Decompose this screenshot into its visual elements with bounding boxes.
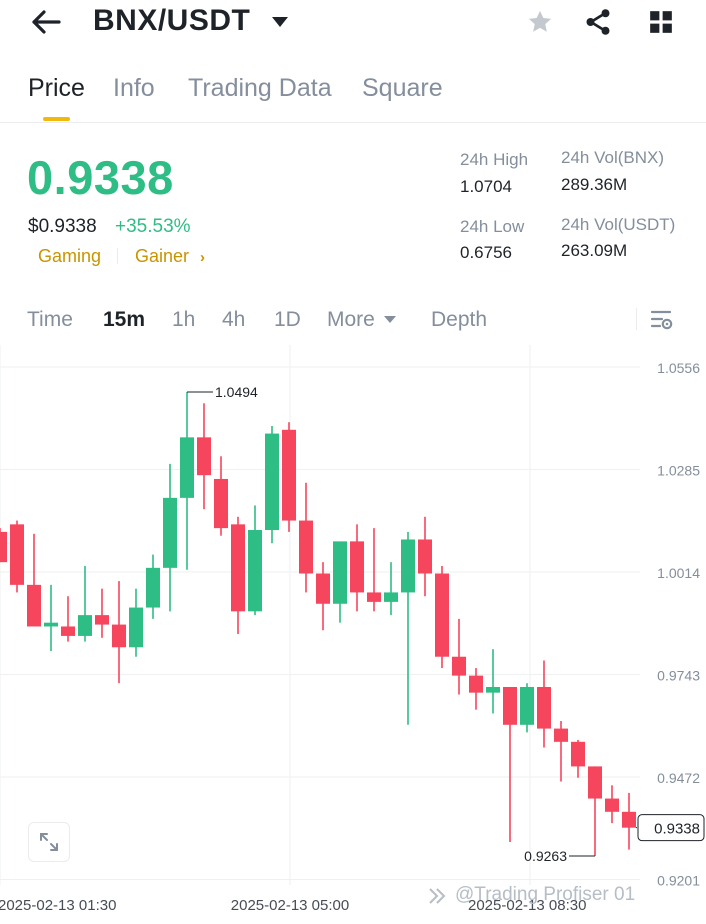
interval-more[interactable]: More [327, 308, 375, 331]
candle-body [129, 607, 143, 648]
tab-square[interactable]: Square [362, 74, 443, 102]
candle-body [27, 584, 41, 627]
high-label: 24h High [460, 150, 529, 169]
interval-1d[interactable]: 1D [274, 308, 301, 331]
vol-quote-label: 24h Vol(USDT) [561, 215, 676, 234]
candle-body [520, 686, 534, 725]
candle-body [180, 437, 194, 498]
low-value: 0.6756 [460, 243, 512, 262]
candle-body [333, 541, 347, 604]
y-tick-label: 0.9743 [657, 668, 700, 684]
chart-settings-icon[interactable] [648, 306, 676, 334]
interval-time[interactable]: Time [27, 308, 73, 331]
candle-body [112, 624, 126, 648]
vol-base-label: 24h Vol(BNX) [561, 148, 664, 167]
usd-price: $0.9338 [28, 216, 97, 237]
vol-base-value: 289.36M [561, 175, 628, 194]
interval-separator [636, 308, 637, 330]
candle-body [61, 626, 75, 636]
low-marker-label: 0.9263 [524, 848, 567, 864]
candle-body [231, 524, 245, 612]
candle-body [384, 592, 398, 602]
star-icon[interactable] [523, 6, 557, 38]
candle-body [452, 656, 466, 676]
expand-icon[interactable] [28, 822, 70, 862]
high-marker-label: 1.0494 [215, 384, 258, 400]
candle-body [78, 615, 92, 636]
candle-body [605, 798, 619, 812]
tag-gainer[interactable]: Gainer [135, 246, 190, 266]
y-tick-label: 1.0556 [657, 360, 700, 376]
chart-svg: 1.0556 1.0285 1.0014 0.9743 0.9472 0.9201 1.04… [0, 345, 705, 914]
interval-bar: Time 15m 1h 4h 1D More Depth [0, 300, 706, 340]
active-tab-indicator [43, 117, 70, 121]
interval-1h[interactable]: 1h [172, 308, 196, 331]
more-caret-icon[interactable] [384, 316, 396, 323]
chevron-right-icon[interactable]: › [200, 249, 205, 266]
interval-4h[interactable]: 4h [222, 308, 246, 331]
candle-body [537, 686, 551, 729]
candle-body [163, 497, 177, 568]
low-label: 24h Low [460, 217, 525, 236]
candle-body [401, 539, 415, 593]
y-tick-label: 1.0285 [657, 463, 700, 479]
tag-separator [117, 248, 118, 264]
depth-tab[interactable]: Depth [431, 308, 488, 331]
watermark-text: @Trading Profiser 01 [455, 884, 636, 905]
candle-body [146, 567, 160, 608]
tab-price[interactable]: Price [28, 74, 85, 102]
y-tick-label: 1.0014 [657, 565, 700, 581]
tab-trading-data[interactable]: Trading Data [188, 74, 332, 102]
tag-gaming[interactable]: Gaming [38, 246, 102, 266]
candle-body [10, 524, 24, 585]
candle-body [435, 573, 449, 657]
candle-body [282, 429, 296, 521]
candle-body [418, 539, 432, 574]
candle-body [248, 530, 262, 612]
candle-body [486, 686, 500, 693]
interval-15m[interactable]: 15m [103, 308, 146, 331]
y-tick-label: 0.9201 [657, 873, 700, 889]
divider [0, 122, 706, 123]
candle-body [265, 433, 279, 531]
candle-body [367, 592, 381, 602]
grid-icon[interactable] [644, 6, 678, 38]
trading-pair-title[interactable]: BNX/USDT [93, 4, 251, 37]
candle-body [503, 686, 517, 725]
candlestick-chart[interactable]: 1.0556 1.0285 1.0014 0.9743 0.9472 0.9201 1.04… [0, 345, 706, 919]
x-tick-label: 2025-02-13 08:30 [468, 897, 586, 914]
candle-body [214, 478, 228, 529]
watermark-logo-icon [429, 888, 446, 904]
candle-body [350, 541, 364, 593]
y-tick-label: 0.9472 [657, 770, 700, 786]
candle-body [299, 520, 313, 574]
top-bar: BNX/USDT [0, 0, 706, 48]
x-tick-label: 2025-02-13 01:30 [0, 897, 116, 914]
candle-body [95, 615, 109, 625]
x-tick-label: 2025-02-13 05:00 [231, 897, 349, 914]
main-tabs: Price Info Trading Data Square [0, 72, 706, 122]
high-value: 1.0704 [460, 177, 512, 196]
current-price-box [637, 814, 705, 842]
tab-info[interactable]: Info [113, 74, 155, 102]
candle-body [554, 728, 568, 742]
last-price: 0.9338 [27, 151, 174, 204]
candle-body [571, 741, 585, 767]
share-icon[interactable] [581, 6, 615, 38]
pair-dropdown-caret-icon[interactable] [272, 17, 288, 27]
candle-body [316, 573, 330, 604]
candle-body [588, 766, 602, 799]
candle-body [622, 811, 636, 828]
current-price-label: 0.9338 [654, 821, 700, 838]
candle-body [0, 531, 7, 563]
candle-body [44, 622, 58, 627]
price-change-percent: +35.53% [115, 216, 191, 237]
candle-body [197, 437, 211, 476]
candle-body [469, 675, 483, 693]
vol-quote-value: 263.09M [561, 241, 628, 260]
back-arrow-icon[interactable] [28, 6, 64, 38]
